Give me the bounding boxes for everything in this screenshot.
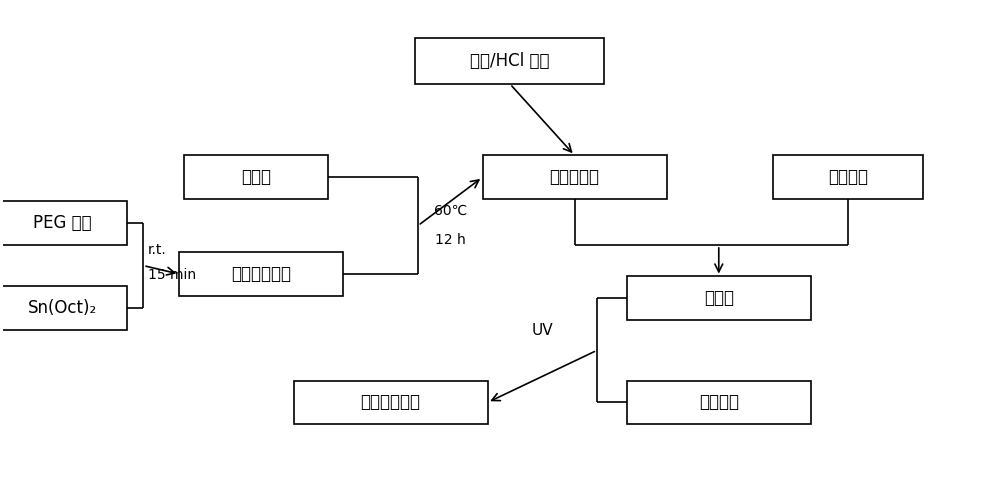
Bar [294, 381, 488, 424]
Text: 固化后的树脂: 固化后的树脂 [361, 393, 421, 412]
Bar [483, 155, 667, 199]
Bar [627, 381, 811, 424]
Text: 光引发剂: 光引发剂 [699, 393, 739, 412]
Bar [0, 201, 127, 245]
Text: 丙烯酰氯: 丙烯酰氯 [828, 168, 868, 186]
Text: PEG 除水: PEG 除水 [33, 214, 92, 232]
Text: Sn(Oct)₂: Sn(Oct)₂ [28, 299, 97, 317]
Bar [0, 286, 127, 330]
Text: 嵌段聚合物: 嵌段聚合物 [550, 168, 600, 186]
Bar [627, 276, 811, 320]
Text: 大分子引发剂: 大分子引发剂 [231, 265, 291, 283]
Bar [179, 252, 343, 296]
Text: 60℃: 60℃ [434, 204, 467, 219]
Bar [415, 38, 604, 84]
Text: 己内酯: 己内酯 [241, 168, 271, 186]
Text: 预聚物: 预聚物 [704, 289, 734, 307]
Bar [773, 155, 923, 199]
Bar [184, 155, 328, 199]
Text: r.t.: r.t. [148, 243, 167, 257]
Text: 12 h: 12 h [435, 233, 466, 247]
Text: UV: UV [531, 323, 553, 338]
Text: 15 min: 15 min [148, 268, 196, 282]
Text: 酒精/HCl 沉淀: 酒精/HCl 沉淀 [470, 52, 550, 70]
